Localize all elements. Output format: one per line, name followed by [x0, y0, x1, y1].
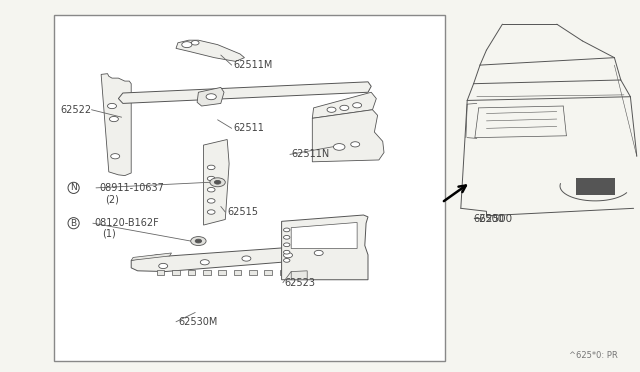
Polygon shape — [328, 246, 348, 259]
Bar — [54, 15, 445, 361]
Polygon shape — [101, 74, 131, 176]
Polygon shape — [249, 270, 257, 275]
Circle shape — [182, 42, 192, 48]
Polygon shape — [312, 92, 376, 118]
Circle shape — [340, 105, 349, 110]
Polygon shape — [291, 271, 307, 280]
Text: 62522: 62522 — [61, 105, 92, 115]
Text: B: B — [70, 219, 77, 228]
Polygon shape — [291, 222, 357, 248]
Polygon shape — [157, 270, 164, 275]
Text: (2): (2) — [106, 194, 120, 204]
Circle shape — [284, 228, 290, 232]
Circle shape — [200, 260, 209, 265]
Text: 62500: 62500 — [474, 215, 504, 224]
Polygon shape — [188, 270, 195, 275]
Circle shape — [284, 259, 290, 262]
Circle shape — [111, 154, 120, 159]
Circle shape — [242, 256, 251, 261]
Circle shape — [207, 210, 215, 214]
Circle shape — [284, 250, 290, 254]
Circle shape — [284, 243, 290, 247]
Polygon shape — [131, 245, 333, 272]
Polygon shape — [176, 40, 244, 61]
Text: 62511: 62511 — [234, 124, 264, 133]
Polygon shape — [282, 215, 368, 280]
Circle shape — [284, 235, 290, 239]
Circle shape — [191, 237, 206, 246]
Polygon shape — [218, 270, 226, 275]
Text: N: N — [70, 183, 77, 192]
Polygon shape — [131, 253, 172, 260]
Text: 62523: 62523 — [285, 278, 316, 288]
Text: 62530M: 62530M — [178, 317, 218, 327]
Circle shape — [333, 144, 345, 150]
Polygon shape — [118, 82, 371, 103]
Polygon shape — [295, 270, 303, 275]
Polygon shape — [323, 242, 355, 260]
Polygon shape — [264, 270, 272, 275]
Circle shape — [327, 107, 336, 112]
Circle shape — [207, 187, 215, 192]
Circle shape — [214, 180, 221, 184]
Polygon shape — [204, 140, 229, 225]
Circle shape — [206, 94, 216, 100]
Circle shape — [159, 263, 168, 269]
Circle shape — [353, 103, 362, 108]
Polygon shape — [234, 270, 241, 275]
Circle shape — [207, 176, 215, 181]
Circle shape — [351, 142, 360, 147]
Circle shape — [195, 239, 202, 243]
Polygon shape — [280, 270, 287, 275]
Polygon shape — [310, 270, 318, 275]
Text: 62511N: 62511N — [291, 150, 330, 159]
Circle shape — [207, 165, 215, 170]
Circle shape — [314, 250, 323, 256]
Circle shape — [207, 199, 215, 203]
Text: 62511M: 62511M — [234, 60, 273, 70]
Text: 62515: 62515 — [227, 207, 258, 217]
Text: (1): (1) — [102, 229, 116, 238]
Circle shape — [284, 253, 292, 258]
Polygon shape — [197, 87, 224, 106]
Circle shape — [109, 116, 118, 122]
Circle shape — [191, 41, 199, 45]
Text: 08120-B162F: 08120-B162F — [95, 218, 159, 228]
Circle shape — [108, 103, 116, 109]
Polygon shape — [312, 110, 384, 162]
Text: 08911-10637: 08911-10637 — [99, 183, 164, 193]
Polygon shape — [172, 270, 180, 275]
Text: ^625*0: PR: ^625*0: PR — [569, 351, 618, 360]
Circle shape — [210, 178, 225, 187]
Text: ─62500: ─62500 — [474, 215, 513, 224]
Polygon shape — [203, 270, 211, 275]
